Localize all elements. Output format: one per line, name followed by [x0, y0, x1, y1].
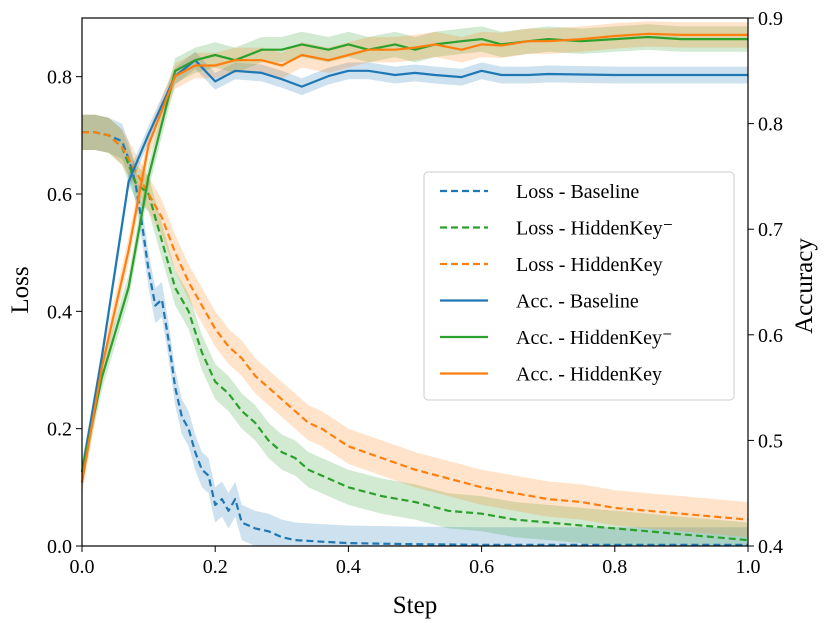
y-right-axis-ticks: 0.4 0.5 0.6 0.7 0.8 0.9 [748, 8, 783, 558]
acc-hiddenkey-line [80, 32, 748, 483]
loss-hiddenkey-line [82, 131, 749, 521]
legend-box [423, 171, 735, 401]
legend-label: Loss - Baseline [516, 181, 639, 203]
loss-baseline-line [82, 131, 748, 546]
x-tick-label: 0.2 [203, 556, 228, 578]
y-left-tick-label: 0.8 [47, 67, 72, 89]
y-right-tick-label: 0.9 [758, 8, 783, 30]
x-tick-label: 0.8 [602, 556, 627, 578]
series-lines [80, 32, 749, 546]
x-axis-ticks: 0.0 0.2 0.4 0.6 0.8 1.0 [70, 546, 761, 578]
y-right-tick-label: 0.7 [758, 219, 783, 241]
y-right-axis-title: Accuracy [791, 238, 818, 334]
legend-label: Acc. - HiddenKey [516, 364, 662, 386]
y-right-tick-label: 0.6 [758, 325, 783, 347]
x-tick-label: 0.4 [336, 556, 361, 578]
legend-label: Acc. - HiddenKey⁻ [516, 327, 673, 349]
y-left-axis-title: Loss [7, 266, 34, 313]
y-left-axis-ticks: 0.0 0.2 0.4 0.6 0.8 [47, 67, 82, 558]
y-left-tick-label: 0.6 [47, 184, 72, 206]
legend-label: Loss - HiddenKey [516, 254, 663, 276]
confidence-bands [82, 21, 748, 547]
y-left-tick-label: 0.4 [47, 301, 72, 323]
loss-hiddenkey-band [82, 114, 748, 538]
y-right-tick-label: 0.4 [758, 536, 783, 558]
x-axis-title: Step [393, 592, 437, 619]
acc-hiddenkey-line [80, 35, 748, 473]
legend-label: Loss - HiddenKey⁻ [516, 218, 673, 240]
legend: Loss - Baseline Loss - HiddenKey⁻ Loss - H… [423, 171, 735, 401]
x-tick-label: 1.0 [736, 556, 761, 578]
x-tick-label: 0.6 [469, 556, 494, 578]
y-right-tick-label: 0.5 [758, 430, 783, 452]
loss-hiddenkey-line [82, 131, 749, 542]
legend-label: Acc. - Baseline [516, 291, 639, 313]
x-tick-label: 0.0 [70, 556, 95, 578]
y-right-tick-label: 0.8 [758, 114, 783, 136]
y-left-tick-label: 0.0 [47, 536, 72, 558]
y-left-tick-label: 0.2 [47, 419, 72, 441]
plot-frame [81, 17, 749, 547]
